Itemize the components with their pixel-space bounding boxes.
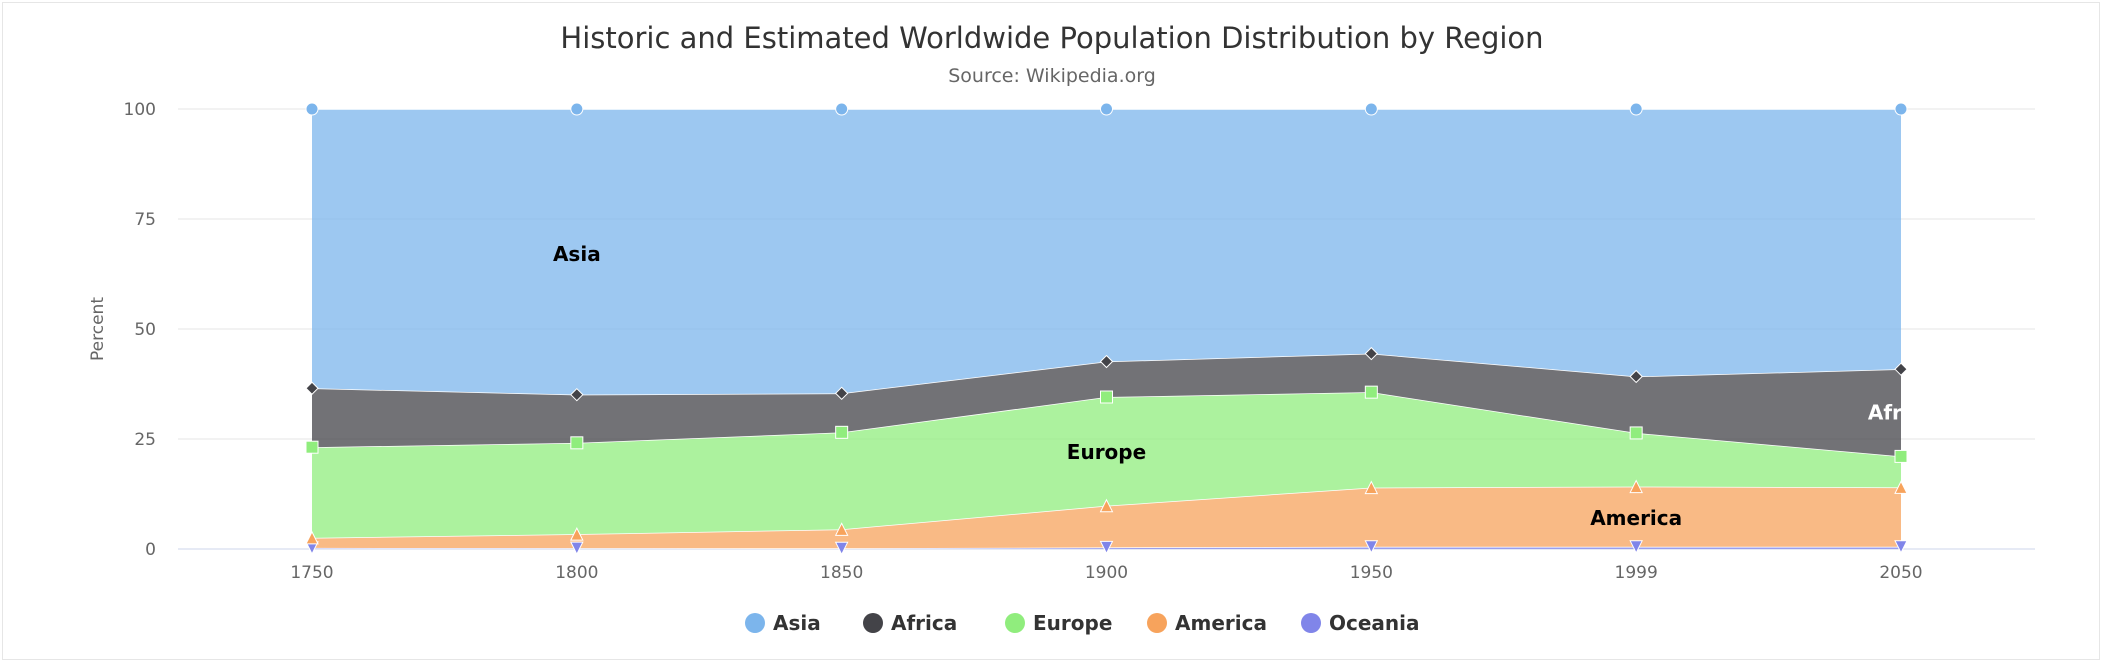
data-point-asia xyxy=(1100,102,1113,116)
chart-title: Historic and Estimated Worldwide Populat… xyxy=(560,21,1543,55)
data-point-oceania xyxy=(1894,540,1908,554)
legend-item-oceania: Oceania xyxy=(1329,611,1420,635)
data-point-africa xyxy=(1629,369,1643,384)
data-point-america xyxy=(570,527,584,541)
y-axis-title: Percent xyxy=(88,297,108,361)
data-point-africa xyxy=(305,381,319,395)
data-point-africa xyxy=(1894,362,1908,376)
data-point-asia xyxy=(1894,102,1908,116)
legend-item-asia: Asia xyxy=(773,611,821,635)
legend-swatch-asia xyxy=(745,613,765,633)
legend-item-america: America xyxy=(1175,611,1267,635)
x-tick-label: 1900 xyxy=(1085,563,1128,583)
data-point-america xyxy=(1099,498,1114,513)
data-point-asia xyxy=(1629,102,1643,116)
data-point-europe xyxy=(570,436,584,450)
x-tick-label: 1800 xyxy=(555,563,598,583)
area-europe xyxy=(312,392,1901,538)
area-asia xyxy=(312,109,1901,395)
area-label-america: America xyxy=(1590,506,1682,530)
x-tick-label: 1850 xyxy=(820,563,863,583)
data-point-europe xyxy=(1100,390,1113,404)
x-axis-ticks: 1750 1800 1850 1900 1950 1999 2050 xyxy=(290,563,1922,583)
data-point-asia xyxy=(570,102,584,116)
legend-item-europe: Europe xyxy=(1033,611,1112,635)
chart-subtitle: Source: Wikipedia.org xyxy=(948,65,1156,87)
data-point-asia xyxy=(835,102,849,116)
data-point-africa xyxy=(834,386,849,401)
legend-swatch-africa xyxy=(863,613,883,633)
data-point-africa xyxy=(570,387,584,402)
area-america xyxy=(312,486,1901,549)
y-tick-label: 25 xyxy=(134,430,156,450)
data-point-america xyxy=(1364,480,1379,495)
y-tick-label: 0 xyxy=(145,540,156,560)
y-axis-ticks: 0 25 50 75 100 xyxy=(124,100,156,560)
legend-swatch-oceania xyxy=(1301,613,1321,633)
legend: Asia Africa Europe America Oceania xyxy=(745,611,1420,635)
data-point-europe xyxy=(1629,426,1643,440)
data-point-asia xyxy=(305,102,319,116)
legend-item-africa: Africa xyxy=(891,611,957,635)
data-point-europe xyxy=(1894,449,1908,463)
data-point-oceania xyxy=(570,541,584,556)
y-tick-label: 75 xyxy=(134,210,156,230)
data-point-oceania xyxy=(1364,540,1379,554)
area-label-europe: Europe xyxy=(1067,440,1146,464)
area-labels: Asia Europe Africa America xyxy=(553,242,1934,530)
data-point-oceania xyxy=(834,541,849,556)
series-markers xyxy=(305,102,1908,556)
x-tick-label: 1950 xyxy=(1350,563,1393,583)
area-africa xyxy=(312,353,1901,457)
data-point-africa xyxy=(1099,354,1114,369)
data-point-asia xyxy=(1364,102,1378,116)
data-point-europe xyxy=(305,440,319,454)
area-chart: Historic and Estimated Worldwide Populat… xyxy=(88,21,2035,635)
y-tick-label: 100 xyxy=(124,100,156,120)
series-areas xyxy=(311,108,1902,550)
data-point-america xyxy=(305,530,319,545)
data-point-oceania xyxy=(1629,540,1643,554)
data-point-oceania xyxy=(1099,540,1114,555)
area-label-asia: Asia xyxy=(553,242,601,266)
data-point-europe xyxy=(1364,385,1378,399)
data-point-america xyxy=(834,522,849,536)
data-point-america xyxy=(1894,480,1908,494)
x-tick-label: 1999 xyxy=(1615,563,1658,583)
x-tick-label: 2050 xyxy=(1879,563,1922,583)
x-tick-label: 1750 xyxy=(290,563,333,583)
legend-swatch-america xyxy=(1147,613,1167,633)
legend-swatch-europe xyxy=(1005,613,1025,633)
area-label-africa: Africa xyxy=(1868,401,1934,425)
y-tick-label: 50 xyxy=(134,320,156,340)
data-point-america xyxy=(1629,479,1643,494)
data-point-africa xyxy=(1364,346,1379,361)
data-point-europe xyxy=(835,425,849,439)
